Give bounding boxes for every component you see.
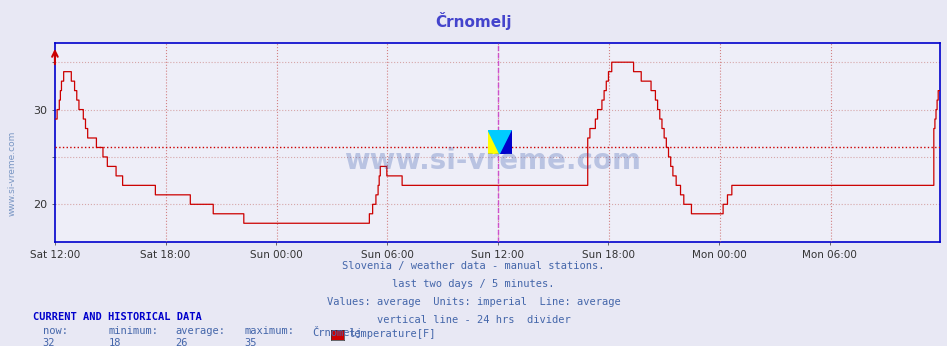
Text: maximum:: maximum:: [244, 326, 295, 336]
Text: www.si-vreme.com: www.si-vreme.com: [8, 130, 17, 216]
Text: CURRENT AND HISTORICAL DATA: CURRENT AND HISTORICAL DATA: [33, 312, 202, 322]
Polygon shape: [500, 130, 512, 154]
Text: Črnomelj: Črnomelj: [436, 12, 511, 30]
Text: 35: 35: [244, 338, 257, 346]
Text: now:: now:: [43, 326, 67, 336]
Text: 26: 26: [175, 338, 188, 346]
Text: 32: 32: [43, 338, 55, 346]
Text: Values: average  Units: imperial  Line: average: Values: average Units: imperial Line: av…: [327, 297, 620, 307]
Polygon shape: [489, 130, 512, 154]
Polygon shape: [489, 130, 500, 154]
Text: Črnomelj: Črnomelj: [313, 326, 363, 338]
Text: vertical line - 24 hrs  divider: vertical line - 24 hrs divider: [377, 315, 570, 325]
Text: temperature[F]: temperature[F]: [348, 329, 436, 339]
Text: www.si-vreme.com: www.si-vreme.com: [344, 147, 641, 175]
Text: Slovenia / weather data - manual stations.: Slovenia / weather data - manual station…: [342, 261, 605, 271]
Text: last two days / 5 minutes.: last two days / 5 minutes.: [392, 279, 555, 289]
Text: minimum:: minimum:: [109, 326, 159, 336]
Text: 18: 18: [109, 338, 121, 346]
Text: average:: average:: [175, 326, 225, 336]
